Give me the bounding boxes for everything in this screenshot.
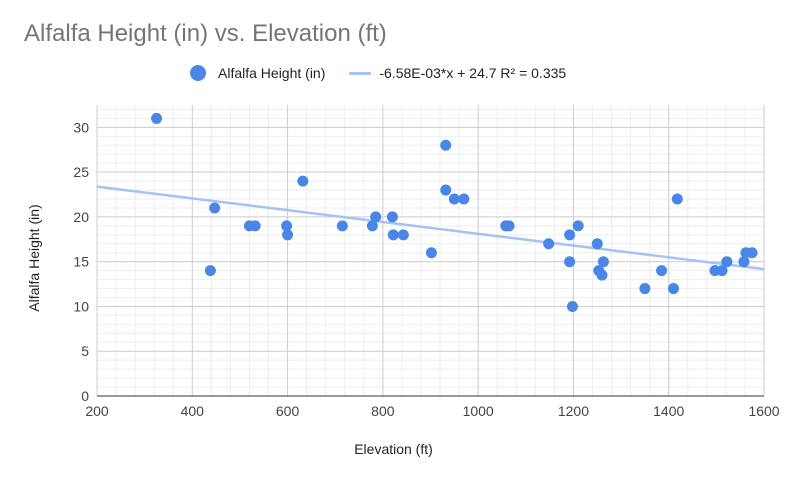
data-point <box>440 139 452 151</box>
y-tick-label: 10 <box>73 298 89 314</box>
data-point <box>656 265 668 277</box>
data-point <box>667 283 679 295</box>
data-point <box>366 220 378 232</box>
x-tick-label: 400 <box>181 403 205 419</box>
data-point <box>370 211 382 223</box>
major-gridlines <box>96 105 765 397</box>
data-point <box>204 265 216 277</box>
data-point <box>671 193 683 205</box>
data-point <box>564 256 576 268</box>
data-point <box>151 112 163 124</box>
chart-title: Alfalfa Height (in) vs. Elevation (ft) <box>24 20 387 47</box>
data-point <box>281 220 293 232</box>
legend-series-label: Alfalfa Height (in) <box>218 65 326 81</box>
x-tick-label: 600 <box>276 403 300 419</box>
trendline-layer <box>96 185 765 271</box>
legend-trendline-marker <box>349 71 372 75</box>
x-tick-label: 1600 <box>748 403 779 419</box>
data-point <box>440 184 452 196</box>
x-tick-label: 800 <box>371 403 395 419</box>
data-point <box>458 193 470 205</box>
y-tick-label: 20 <box>73 209 89 225</box>
data-point <box>721 256 733 268</box>
data-point <box>596 269 608 281</box>
data-point <box>387 229 399 241</box>
data-point <box>716 265 728 277</box>
data-point <box>591 238 603 250</box>
minor-gridlines <box>97 105 764 396</box>
x-axis-ticks: 200 400 600 800 1000 1200 1400 1600 <box>85 403 779 419</box>
y-tick-label: 15 <box>73 254 89 270</box>
y-tick-label: 5 <box>81 343 89 359</box>
y-axis-label: Alfalfa Height (in) <box>26 204 42 312</box>
data-point <box>297 175 309 187</box>
y-tick-label: 30 <box>73 119 89 135</box>
data-point <box>597 256 609 268</box>
data-point <box>572 220 584 232</box>
x-tick-label: 1400 <box>653 403 684 419</box>
data-point <box>746 247 758 259</box>
trendline <box>96 185 765 271</box>
y-tick-label: 25 <box>73 164 89 180</box>
data-point <box>249 220 261 232</box>
data-point <box>543 238 555 250</box>
data-point <box>448 193 460 205</box>
data-point <box>564 229 576 241</box>
data-point <box>386 211 398 223</box>
data-points <box>151 112 758 312</box>
data-point <box>738 256 750 268</box>
data-point <box>503 220 515 232</box>
data-point <box>282 229 294 241</box>
data-point <box>336 220 348 232</box>
x-tick-label: 1000 <box>463 403 494 419</box>
data-point <box>639 283 651 295</box>
chart-legend: Alfalfa Height (in) -6.58E-03*x + 24.7 R… <box>190 62 566 84</box>
legend-series-marker <box>190 65 206 81</box>
y-axis-ticks: 0 5 10 15 20 25 30 <box>73 119 89 404</box>
y-tick-label: 0 <box>81 388 89 404</box>
data-point <box>425 247 437 259</box>
x-tick-label: 200 <box>85 403 109 419</box>
data-point <box>209 202 221 214</box>
data-point <box>397 229 409 241</box>
data-point <box>566 300 578 312</box>
legend-trendline-label: -6.58E-03*x + 24.7 R² = 0.335 <box>379 65 567 81</box>
x-axis-label: Elevation (ft) <box>354 441 433 457</box>
x-tick-label: 1200 <box>558 403 589 419</box>
